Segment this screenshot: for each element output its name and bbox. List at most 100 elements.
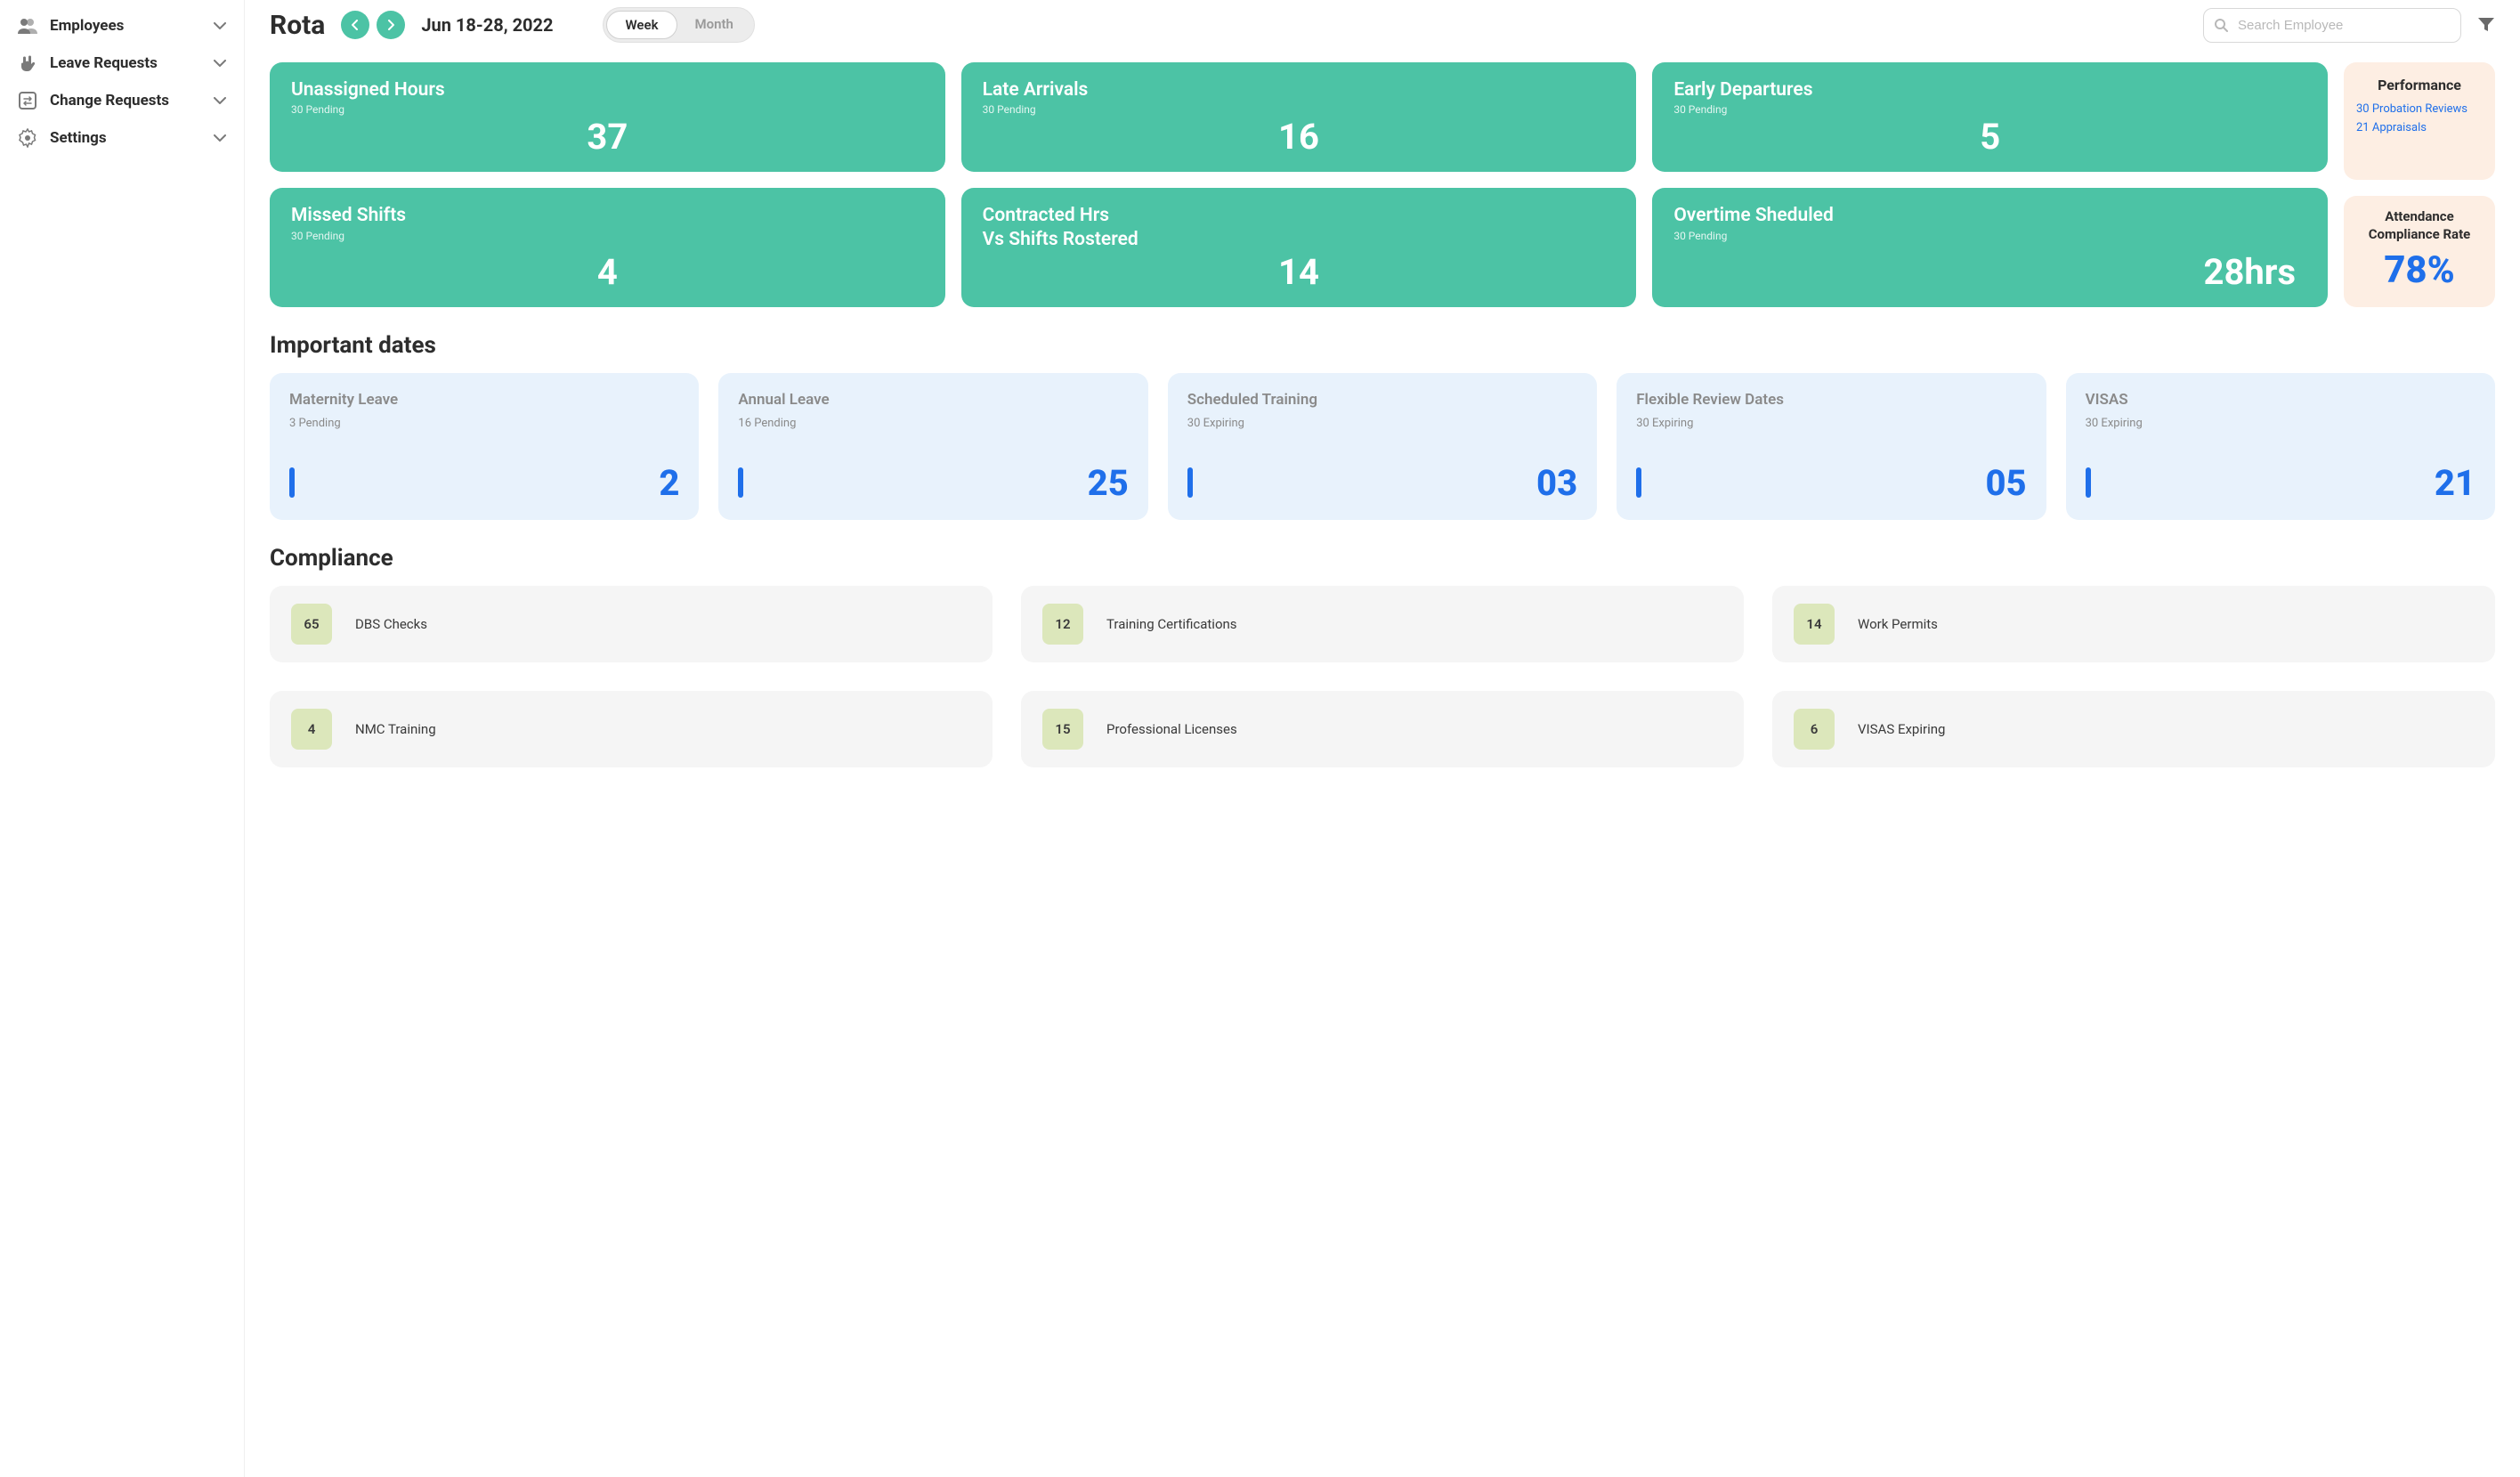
stat-title: Late Arrivals <box>983 78 1616 101</box>
performance-link-probation[interactable]: 30 Probation Reviews <box>2356 102 2483 116</box>
date-card-value: 21 <box>2435 462 2475 504</box>
date-range: Jun 18-28, 2022 <box>421 14 553 36</box>
stat-title: Missed Shifts <box>291 204 924 227</box>
stat-title: Contracted Hrs Vs Shifts Rostered <box>983 204 1616 251</box>
sidebar-item-employees[interactable]: Employees <box>11 7 233 45</box>
stat-card-overtime-scheduled[interactable]: Overtime Sheduled 30 Pending 28hrs <box>1652 188 2328 307</box>
date-card-title: Scheduled Training <box>1187 391 1577 410</box>
sidebar: Employees Leave Requests Change Requests <box>0 0 245 1477</box>
header-row: Rota Jun 18-28, 2022 Week Month <box>270 7 2495 43</box>
date-card-title: VISAS <box>2086 391 2475 410</box>
compliance-card-visas-expiring[interactable]: 6 VISAS Expiring <box>1772 691 2495 767</box>
stat-value: 28hrs <box>1673 251 2306 293</box>
date-card-sub: 30 Expiring <box>1187 417 1577 430</box>
chevron-down-icon <box>214 60 226 67</box>
search-icon <box>2214 18 2228 32</box>
attendance-title-line2: Compliance Rate <box>2353 226 2486 244</box>
search-input[interactable] <box>2203 8 2461 43</box>
next-date-button[interactable] <box>377 11 405 39</box>
date-card-scheduled-training[interactable]: Scheduled Training 30 Expiring 03 <box>1168 373 1597 520</box>
stat-value: 16 <box>983 116 1616 158</box>
attendance-card: Attendance Compliance Rate 78% <box>2344 196 2495 306</box>
date-card-title: Flexible Review Dates <box>1636 391 2026 410</box>
top-grid: Unassigned Hours 30 Pending 37 Late Arri… <box>270 62 2495 307</box>
stat-value: 5 <box>1673 116 2306 158</box>
stat-title: Early Departures <box>1673 78 2306 101</box>
main-content: Rota Jun 18-28, 2022 Week Month <box>245 0 2520 1477</box>
stat-sub: 30 Pending <box>291 230 924 242</box>
performance-title: Performance <box>2356 77 2483 93</box>
compliance-count: 65 <box>291 604 332 645</box>
date-card-maternity-leave[interactable]: Maternity Leave 3 Pending 2 <box>270 373 699 520</box>
performance-card: Performance 30 Probation Reviews 21 Appr… <box>2344 62 2495 180</box>
stat-card-unassigned-hours[interactable]: Unassigned Hours 30 Pending 37 <box>270 62 945 172</box>
stat-card-early-departures[interactable]: Early Departures 30 Pending 5 <box>1652 62 2328 172</box>
stat-card-missed-shifts[interactable]: Missed Shifts 30 Pending 4 <box>270 188 945 307</box>
compliance-label: Professional Licenses <box>1106 721 1237 737</box>
stat-title: Unassigned Hours <box>291 78 924 101</box>
date-card-bar <box>1636 467 1641 498</box>
stat-value: 37 <box>291 116 924 158</box>
attendance-value: 78% <box>2353 248 2486 292</box>
section-title-compliance: Compliance <box>270 545 2495 572</box>
compliance-count: 12 <box>1042 604 1083 645</box>
compliance-grid: 65 DBS Checks 12 Training Certifications… <box>270 586 2495 767</box>
compliance-label: DBS Checks <box>355 616 427 632</box>
date-card-bar <box>738 467 743 498</box>
compliance-card-training-certs[interactable]: 12 Training Certifications <box>1021 586 1744 662</box>
compliance-label: Work Permits <box>1858 616 1938 632</box>
gear-icon <box>18 128 37 148</box>
date-card-sub: 30 Expiring <box>1636 417 2026 430</box>
prev-date-button[interactable] <box>341 11 369 39</box>
stat-cards: Unassigned Hours 30 Pending 37 Late Arri… <box>270 62 2328 307</box>
sidebar-item-label: Change Requests <box>50 92 169 110</box>
search-wrap <box>2203 8 2461 43</box>
date-card-value: 03 <box>1536 462 1577 504</box>
compliance-card-nmc-training[interactable]: 4 NMC Training <box>270 691 993 767</box>
stat-sub: 30 Pending <box>291 103 924 116</box>
chevron-down-icon <box>214 22 226 29</box>
compliance-label: Training Certifications <box>1106 616 1237 632</box>
sidebar-item-change-requests[interactable]: Change Requests <box>11 82 233 119</box>
compliance-count: 14 <box>1794 604 1835 645</box>
sidebar-item-leave-requests[interactable]: Leave Requests <box>11 45 233 82</box>
compliance-label: NMC Training <box>355 721 436 737</box>
stat-value: 4 <box>291 251 924 293</box>
filter-icon[interactable] <box>2477 17 2495 33</box>
date-card-title: Annual Leave <box>738 391 1128 410</box>
stat-card-contracted-vs-rostered[interactable]: Contracted Hrs Vs Shifts Rostered 14 <box>961 188 1637 307</box>
stat-value: 14 <box>983 251 1616 293</box>
toggle-week[interactable]: Week <box>606 11 677 39</box>
stat-sub: 30 Pending <box>983 103 1616 116</box>
sidebar-item-label: Employees <box>50 17 124 35</box>
stat-sub: 30 Pending <box>1673 103 2306 116</box>
date-card-title: Maternity Leave <box>289 391 679 410</box>
stat-title: Overtime Sheduled <box>1673 204 2306 227</box>
date-card-bar <box>2086 467 2091 498</box>
view-toggle: Week Month <box>603 7 754 43</box>
date-card-annual-leave[interactable]: Annual Leave 16 Pending 25 <box>718 373 1147 520</box>
date-card-flexible-review[interactable]: Flexible Review Dates 30 Expiring 05 <box>1617 373 2046 520</box>
page-title: Rota <box>270 10 325 41</box>
date-card-value: 2 <box>659 462 679 504</box>
sidebar-item-label: Settings <box>50 129 107 147</box>
section-title-important-dates: Important dates <box>270 332 2495 359</box>
date-card-value: 05 <box>1985 462 2026 504</box>
toggle-month[interactable]: Month <box>677 11 751 39</box>
stat-card-late-arrivals[interactable]: Late Arrivals 30 Pending 16 <box>961 62 1637 172</box>
sidebar-item-label: Leave Requests <box>50 54 158 72</box>
compliance-card-pro-licenses[interactable]: 15 Professional Licenses <box>1021 691 1744 767</box>
date-card-visas[interactable]: VISAS 30 Expiring 21 <box>2066 373 2495 520</box>
date-card-sub: 16 Pending <box>738 417 1128 430</box>
date-card-sub: 30 Expiring <box>2086 417 2475 430</box>
sidebar-item-settings[interactable]: Settings <box>11 119 233 157</box>
hand-icon <box>18 53 37 73</box>
compliance-card-work-permits[interactable]: 14 Work Permits <box>1772 586 2495 662</box>
important-dates-row: Maternity Leave 3 Pending 2 Annual Leave… <box>270 373 2495 520</box>
stat-sub: 30 Pending <box>1673 230 2306 242</box>
compliance-count: 6 <box>1794 709 1835 750</box>
date-card-bar <box>1187 467 1193 498</box>
compliance-card-dbs-checks[interactable]: 65 DBS Checks <box>270 586 993 662</box>
chevron-down-icon <box>214 97 226 104</box>
performance-link-appraisals[interactable]: 21 Appraisals <box>2356 121 2483 134</box>
